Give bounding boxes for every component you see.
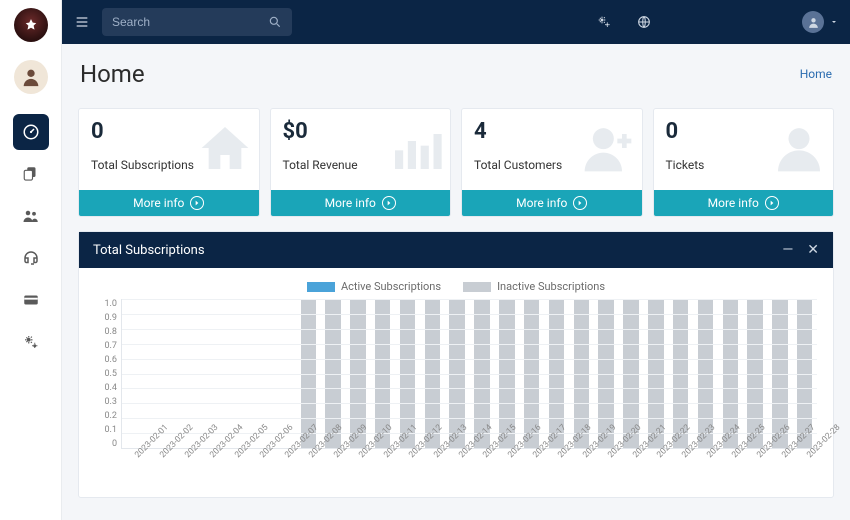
stat-card: 4 Total Customers More info: [461, 108, 643, 217]
search-box: [102, 8, 292, 36]
more-info-button[interactable]: More info: [654, 190, 834, 216]
arrow-right-icon: [190, 196, 204, 210]
stat-card: $0 Total Revenue More info: [270, 108, 452, 217]
y-tick: 0.7: [95, 341, 117, 351]
stat-card: 0 Total Subscriptions More info: [78, 108, 260, 217]
more-info-button[interactable]: More info: [271, 190, 451, 216]
x-tick: 2023-02-08: [295, 449, 320, 489]
x-tick: 2023-02-15: [469, 449, 494, 489]
x-tick: 2023-02-13: [419, 449, 444, 489]
panel-header: Total Subscriptions — ✕: [79, 232, 833, 268]
breadcrumb[interactable]: Home: [800, 67, 832, 81]
more-info-button[interactable]: More info: [79, 190, 259, 216]
x-tick: 2023-02-09: [320, 449, 345, 489]
x-tick: 2023-02-28: [792, 449, 817, 489]
x-tick: 2023-02-12: [394, 449, 419, 489]
bar-slot: [122, 299, 147, 448]
nav-users[interactable]: [13, 198, 49, 234]
page-header: Home Home: [78, 56, 834, 98]
nav-billing[interactable]: [13, 282, 49, 318]
panel-close-icon[interactable]: ✕: [807, 242, 819, 258]
x-tick: 2023-02-22: [643, 449, 668, 489]
x-tick: 2023-02-19: [568, 449, 593, 489]
legend-label: Active Subscriptions: [341, 280, 441, 293]
subscriptions-panel: Total Subscriptions — ✕ Active Subscript…: [78, 231, 834, 498]
x-tick: 2023-02-24: [693, 449, 718, 489]
y-tick: 0: [95, 439, 117, 449]
legend-swatch: [463, 282, 491, 292]
avatar[interactable]: [14, 60, 48, 94]
arrow-right-icon: [573, 196, 587, 210]
nav-support[interactable]: [13, 240, 49, 276]
x-tick: 2023-02-03: [171, 449, 196, 489]
y-tick: 0.3: [95, 397, 117, 407]
stat-card: 0 Tickets More info: [653, 108, 835, 217]
chart-x-axis: 2023-02-012023-02-022023-02-032023-02-04…: [121, 449, 817, 489]
card-bg-icon: [580, 120, 636, 180]
card-bg-icon: [197, 120, 253, 180]
x-tick: 2023-02-18: [544, 449, 569, 489]
y-tick: 0.8: [95, 327, 117, 337]
page-title: Home: [80, 60, 145, 88]
x-tick: 2023-02-26: [742, 449, 767, 489]
search-icon: [268, 15, 282, 29]
user-avatar-icon: [802, 11, 824, 33]
topbar: [62, 0, 850, 44]
legend-swatch: [307, 282, 335, 292]
panel-minimize-icon[interactable]: —: [782, 242, 793, 258]
y-tick: 0.4: [95, 383, 117, 393]
x-tick: 2023-02-10: [345, 449, 370, 489]
nav-settings[interactable]: [13, 324, 49, 360]
x-tick: 2023-02-11: [370, 449, 395, 489]
card-bg-icon: [388, 120, 444, 180]
y-tick: 0.6: [95, 355, 117, 365]
x-tick: 2023-02-01: [121, 449, 146, 489]
legend-item[interactable]: Inactive Subscriptions: [463, 280, 605, 293]
hamburger-icon[interactable]: [74, 14, 90, 30]
chart-legend: Active Subscriptions Inactive Subscriptio…: [95, 280, 817, 293]
globe-icon[interactable]: [630, 14, 658, 30]
chevron-down-icon: [830, 18, 838, 26]
y-tick: 1.0: [95, 299, 117, 309]
x-tick: 2023-02-07: [270, 449, 295, 489]
panel-title: Total Subscriptions: [93, 243, 205, 258]
y-tick: 0.9: [95, 313, 117, 323]
arrow-right-icon: [765, 196, 779, 210]
x-tick: 2023-02-05: [220, 449, 245, 489]
x-tick: 2023-02-23: [668, 449, 693, 489]
sidebar: [0, 0, 62, 520]
x-tick: 2023-02-04: [196, 449, 221, 489]
stat-cards: 0 Total Subscriptions More info $0 Total…: [78, 108, 834, 217]
nav-copy[interactable]: [13, 156, 49, 192]
y-tick: 0.1: [95, 425, 117, 435]
brand-logo: [14, 8, 48, 42]
nav-dashboard[interactable]: [13, 114, 49, 150]
x-tick: 2023-02-02: [146, 449, 171, 489]
legend-item[interactable]: Active Subscriptions: [307, 280, 441, 293]
x-tick: 2023-02-14: [444, 449, 469, 489]
x-tick: 2023-02-27: [767, 449, 792, 489]
y-tick: 0.5: [95, 369, 117, 379]
x-tick: 2023-02-16: [494, 449, 519, 489]
x-tick: 2023-02-20: [593, 449, 618, 489]
x-tick: 2023-02-06: [245, 449, 270, 489]
settings-icon[interactable]: [590, 14, 618, 30]
x-tick: 2023-02-25: [718, 449, 743, 489]
search-input[interactable]: [112, 15, 268, 29]
chart-y-axis: 1.0 0.9 0.8 0.7 0.6 0.5 0.4 0.3 0.2 0.1 0: [95, 299, 121, 449]
user-menu[interactable]: [802, 11, 838, 33]
y-tick: 0.2: [95, 411, 117, 421]
x-tick: 2023-02-17: [519, 449, 544, 489]
legend-label: Inactive Subscriptions: [497, 280, 605, 293]
x-tick: 2023-02-21: [618, 449, 643, 489]
card-bg-icon: [771, 120, 827, 180]
arrow-right-icon: [382, 196, 396, 210]
more-info-button[interactable]: More info: [462, 190, 642, 216]
